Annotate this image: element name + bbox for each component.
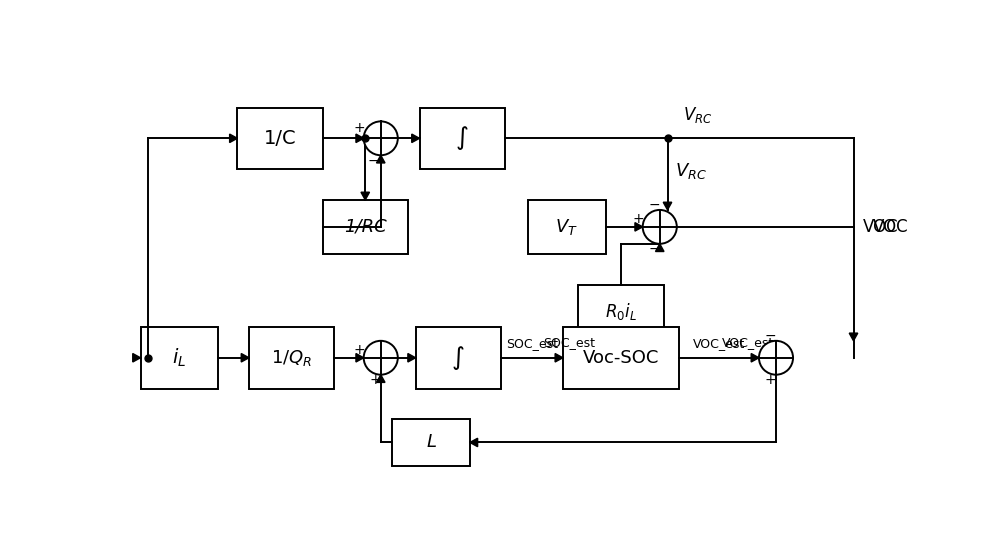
Text: +: + [633,212,644,226]
FancyBboxPatch shape [528,200,606,254]
Text: Voc-SOC: Voc-SOC [583,349,659,367]
Polygon shape [635,223,643,231]
Text: SOC_est: SOC_est [506,337,558,350]
FancyBboxPatch shape [578,285,664,338]
Text: −: − [367,154,379,168]
Text: $L$: $L$ [426,433,437,451]
Circle shape [643,210,677,244]
Text: ∫: ∫ [456,127,469,150]
Polygon shape [356,353,364,362]
Polygon shape [241,353,249,362]
Text: 1/C: 1/C [264,129,296,148]
Polygon shape [751,353,759,362]
Text: $1/Q_R$: $1/Q_R$ [271,348,312,368]
Text: $V_{RC}$: $V_{RC}$ [683,105,713,125]
FancyBboxPatch shape [563,327,679,389]
Text: $R_0i_L$: $R_0i_L$ [605,301,637,322]
Polygon shape [555,353,563,362]
Text: 1/RC: 1/RC [344,218,387,236]
Polygon shape [408,353,416,362]
Polygon shape [412,134,420,143]
FancyBboxPatch shape [249,327,334,389]
FancyBboxPatch shape [416,327,501,389]
Polygon shape [470,438,478,447]
Text: −: − [649,198,660,212]
Polygon shape [230,134,237,143]
Text: VOC: VOC [863,218,898,236]
FancyBboxPatch shape [140,327,218,389]
Polygon shape [133,353,140,362]
Polygon shape [655,244,664,251]
Polygon shape [376,375,385,382]
Text: $i_L$: $i_L$ [172,346,186,369]
Polygon shape [376,155,385,163]
FancyBboxPatch shape [392,419,470,465]
Polygon shape [361,192,370,200]
Text: VOC_est: VOC_est [722,336,774,349]
Text: ∫: ∫ [452,346,465,370]
Text: VOC_est: VOC_est [693,337,745,350]
Polygon shape [356,134,364,143]
Circle shape [759,341,793,375]
Text: +: + [370,373,381,387]
Text: VOC: VOC [873,218,908,236]
Polygon shape [663,202,672,210]
Text: +: + [354,343,365,357]
Polygon shape [849,333,858,341]
Text: +: + [765,373,776,387]
Text: −: − [765,329,776,343]
Text: $V_T$: $V_T$ [555,217,578,237]
Circle shape [364,341,398,375]
Text: $V_{RC}$: $V_{RC}$ [675,161,707,181]
FancyBboxPatch shape [237,108,323,169]
FancyBboxPatch shape [420,108,505,169]
Text: −: − [649,242,660,256]
FancyBboxPatch shape [323,200,408,254]
Circle shape [364,122,398,155]
Text: +: + [354,121,365,135]
Text: SOC_est: SOC_est [544,336,596,349]
